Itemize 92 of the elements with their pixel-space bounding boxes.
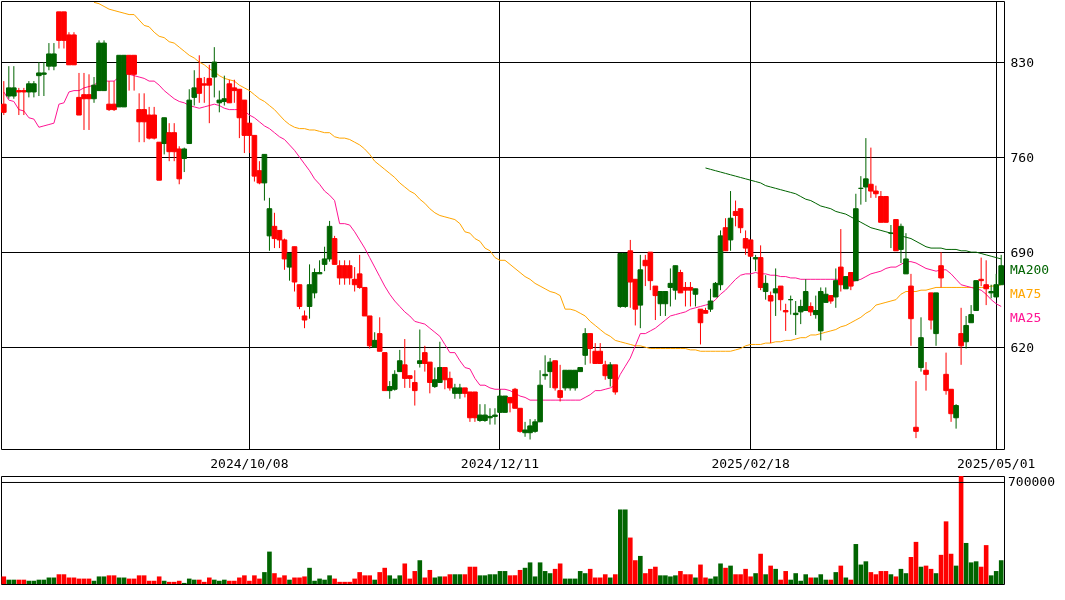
y-tick-label: 830: [1010, 54, 1034, 70]
bar: [417, 560, 423, 584]
bar: [582, 573, 588, 584]
candlestick: [838, 228, 844, 293]
bar: [372, 579, 377, 584]
bar: [723, 567, 728, 584]
candlestick: [181, 147, 188, 173]
bar: [753, 573, 758, 584]
candlestick: [677, 269, 684, 294]
series-label: MA200: [1010, 261, 1050, 277]
candlestick: [216, 90, 223, 113]
candlestick: [762, 274, 769, 301]
bar: [612, 574, 618, 584]
candlestick: [562, 369, 568, 392]
candlestick: [396, 349, 403, 373]
candlestick: [452, 383, 458, 400]
bar: [507, 575, 513, 584]
candlestick: [652, 285, 659, 321]
candlestick: [802, 278, 809, 312]
bar: [141, 575, 147, 584]
candlestick: [953, 403, 959, 430]
bar: [607, 577, 613, 584]
bar: [773, 568, 778, 584]
bar: [287, 579, 292, 584]
x-tick-label: 2024/10/08: [210, 455, 289, 471]
bar: [1, 576, 7, 584]
candlestick: [1, 80, 7, 116]
candlestick: [607, 361, 614, 388]
bar: [402, 563, 408, 584]
bar: [176, 580, 182, 584]
bar: [768, 565, 773, 584]
candlestick: [983, 259, 989, 306]
bar: [156, 576, 162, 584]
bar: [96, 576, 102, 584]
x-tick-label: 2025/02/18: [711, 455, 790, 471]
candlestick: [417, 329, 423, 369]
bar: [442, 576, 448, 584]
bar: [136, 575, 142, 584]
x-tick-label: 2025/05/01: [957, 455, 1036, 471]
bar: [106, 575, 112, 584]
x-tick-label: 2024/12/11: [460, 455, 540, 471]
bar: [833, 572, 839, 584]
candlestick: [582, 327, 588, 366]
y-tick-label: 620: [1010, 339, 1034, 355]
candlestick: [296, 284, 303, 310]
line-series: [93, 1, 1002, 352]
candlestick: [938, 251, 944, 288]
candlestick: [166, 122, 173, 162]
bar: [477, 575, 483, 584]
bar: [602, 574, 608, 584]
y-tick-label: 760: [1010, 149, 1034, 165]
bar: [828, 579, 834, 584]
bar: [191, 579, 197, 584]
candlestick: [722, 217, 729, 252]
bar: [763, 574, 768, 584]
bar: [437, 576, 443, 584]
candlestick: [727, 190, 734, 252]
candlestick: [211, 46, 218, 98]
candlestick: [772, 267, 779, 317]
candlestick: [16, 87, 22, 116]
candlestick: [777, 285, 784, 312]
candlestick: [737, 208, 744, 234]
bar: [111, 575, 117, 584]
candlestick: [863, 137, 869, 203]
bar: [893, 576, 899, 584]
candlestick: [958, 307, 964, 366]
bar: [988, 575, 994, 584]
bar: [758, 553, 763, 584]
bar: [693, 577, 698, 584]
candlestick: [767, 291, 774, 344]
bar: [808, 577, 814, 584]
candlestick: [782, 303, 789, 332]
candlestick: [391, 369, 398, 392]
candlestick: [196, 54, 203, 104]
text: 700000: [1008, 474, 1055, 490]
bar: [638, 555, 643, 584]
bar: [482, 575, 488, 584]
series-label: MA25: [1010, 309, 1042, 325]
bar: [101, 576, 107, 584]
bar: [387, 575, 393, 584]
candlestick: [913, 380, 919, 439]
series-label: MA75: [1010, 285, 1042, 301]
candlestick: [286, 253, 293, 282]
candlestick: [587, 333, 594, 364]
y-tick-label: 690: [1010, 244, 1034, 260]
bar: [206, 577, 212, 584]
candlestick: [226, 79, 233, 104]
bar: [813, 577, 819, 584]
bar: [728, 565, 733, 584]
bar: [377, 572, 383, 584]
bar: [622, 509, 628, 584]
candlestick: [923, 361, 929, 392]
